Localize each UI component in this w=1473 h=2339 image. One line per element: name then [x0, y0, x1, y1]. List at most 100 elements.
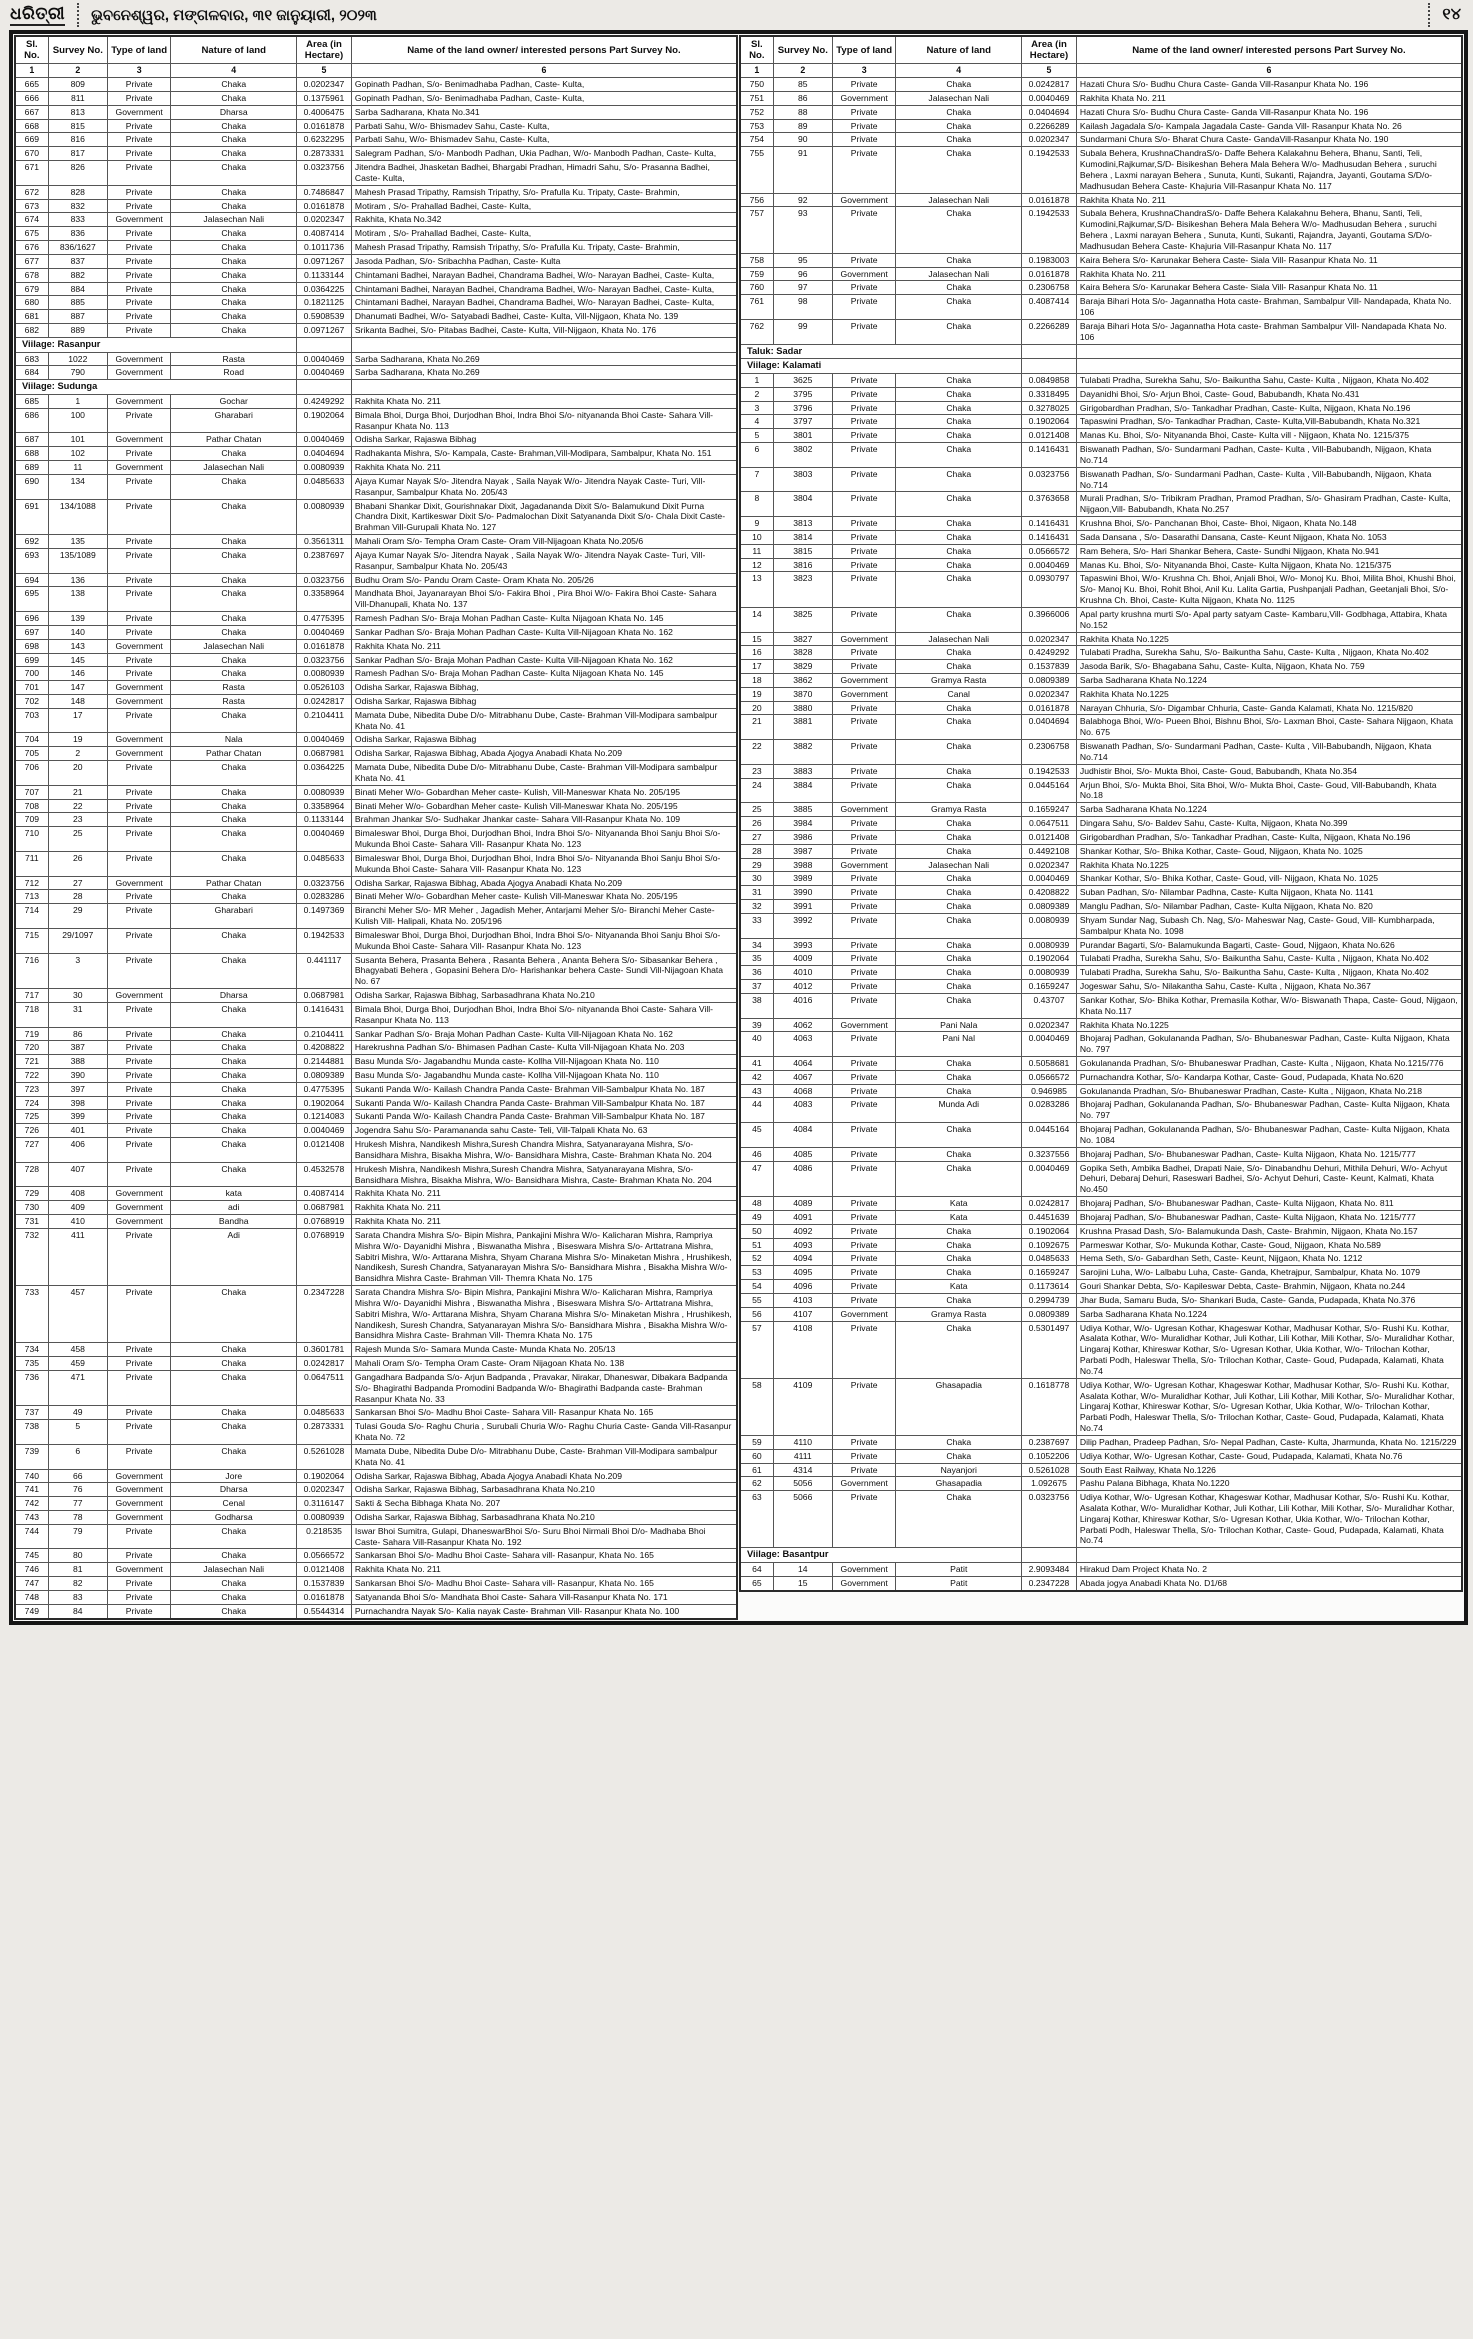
cell-type-of-land: Private: [106, 952, 172, 990]
cell-owner-name: Sankarsan Bhoi S/o- Madhu Bhoi Caste- Sa…: [350, 1576, 738, 1591]
cell-nature-of-land: Chaka: [895, 118, 1023, 134]
cell-area: 0.0566572: [1021, 543, 1077, 559]
cell-type-of-land: Government: [831, 1476, 897, 1492]
cell-area: 0.0809389: [1021, 1306, 1077, 1322]
table-row: 670 817 Private Chaka 0.2873331 Salegram Padh…: [14, 146, 738, 162]
cell-area: 0.1902064: [296, 1095, 352, 1111]
cell-survey-no: 828: [47, 184, 108, 200]
cell-type-of-land: Private: [106, 798, 172, 814]
cell-sl-no: 11: [739, 543, 774, 559]
cell-sl-no: 43: [739, 1083, 774, 1099]
cell-sl-no: 672: [14, 184, 49, 200]
cell-type-of-land: Government: [831, 266, 897, 282]
cell-area: 0.2104411: [296, 707, 352, 734]
cell-sl-no: 671: [14, 160, 49, 186]
cell-nature-of-land: Chaka: [170, 611, 298, 626]
cell-nature-of-land: Chaka: [170, 1285, 298, 1344]
cell-type-of-land: Government: [106, 365, 172, 381]
cell-owner-name: Kaira Behera S/o- Karunakar Behera Caste…: [1075, 280, 1463, 296]
cell-type-of-land: Private: [831, 1320, 897, 1379]
cell-area: 0.3763658: [1021, 491, 1077, 518]
cell-nature-of-land: Dharsa: [170, 104, 298, 120]
cell-owner-name: Hrukesh Mishra, Nandikesh Mishra,Suresh …: [350, 1137, 738, 1163]
cell-area: 0.1902064: [296, 1468, 352, 1484]
cell-survey-no: 81: [47, 1562, 108, 1578]
table-row: 16 3828 Private Chaka 0.4249292 Tulabati Prad…: [739, 645, 1463, 661]
cell-type-of-land: Private: [831, 763, 897, 779]
table-row: 60 4111 Private Chaka 0.1052206 Udiya Kothar,…: [739, 1448, 1463, 1464]
table-row: 700 146 Private Chaka 0.0080939 Ramesh Padhan…: [14, 666, 738, 682]
cell-nature-of-land: Chaka: [895, 1434, 1023, 1450]
cell-nature-of-land: Chaka: [170, 534, 298, 549]
cell-sl-no: 726: [14, 1123, 49, 1139]
cell-owner-name: Mahali Oram S/o- Tempha Oram Caste- Oram…: [350, 1356, 738, 1371]
cell-survey-no: 29/1097: [47, 927, 108, 954]
table-row: 695 138 Private Chaka 0.3358964 Mandhata Bhoi…: [14, 586, 738, 613]
cell-type-of-land: Private: [831, 1292, 897, 1308]
cell-survey-no: 3991: [772, 899, 833, 914]
table-row: 688 102 Private Chaka 0.0404694 Radhakanta Mi…: [14, 446, 738, 462]
cell-sl-no: 50: [739, 1223, 774, 1239]
cell-owner-name: Dingara Sahu, S/o- Baldev Sahu, Caste- K…: [1075, 816, 1463, 831]
cell-nature-of-land: Rasta: [170, 693, 298, 709]
cell-type-of-land: Private: [106, 666, 172, 682]
cell-type-of-land: Private: [106, 903, 172, 929]
cell-sl-no: 670: [14, 146, 49, 162]
cell-type-of-land: Private: [106, 1054, 172, 1069]
cell-nature-of-land: Chaka: [895, 294, 1023, 320]
cell-sl-no: 701: [14, 680, 49, 695]
column-number: 5: [296, 63, 352, 79]
cell-owner-name: Rakhita, Khata No.342: [350, 212, 738, 228]
cell-nature-of-land: Chaka: [895, 659, 1023, 674]
cell-owner-name: Gopinath Padhan, S/o- Benimadhaba Padhan…: [350, 90, 738, 106]
cell-sl-no: 709: [14, 812, 49, 828]
cell-nature-of-land: Chaka: [895, 700, 1023, 716]
table-row: 731 410 Government Bandha 0.0768919 Rakhita K…: [14, 1214, 738, 1229]
cell-type-of-land: Private: [831, 1146, 897, 1162]
cell-area: 0.5261028: [296, 1443, 352, 1470]
cell-nature-of-land: Chaka: [895, 816, 1023, 831]
section-label: Viilage: Rasanpur: [14, 336, 298, 353]
cell-survey-no: 3802: [772, 442, 833, 468]
cell-owner-name: Odisha Sarkar, Rajaswa Bibhag: [350, 432, 738, 448]
table-row: 741 76 Government Dharsa 0.0202347 Odisha Sar…: [14, 1482, 738, 1498]
table-row: 753 89 Private Chaka 0.2266289 Kailash Jagada…: [739, 118, 1463, 134]
cell-type-of-land: Private: [106, 1095, 172, 1111]
cell-area: 2.9093484: [1021, 1562, 1077, 1577]
cell-owner-name: Bhojaraj Padhan, Gokulananda Padhan, S/o…: [1075, 1122, 1463, 1148]
cell-owner-name: Abada jogya Anabadi Khata No. D1/68: [1075, 1575, 1463, 1592]
cell-nature-of-land: Chaka: [895, 104, 1023, 120]
cell-area: 0.4087414: [1021, 294, 1077, 320]
cell-owner-name: Basu Munda S/o- Jagabandhu Munda caste- …: [350, 1054, 738, 1069]
cell-survey-no: 882: [47, 267, 108, 283]
table-row: 751 86 Government Jalasechan Nali 0.0040469 R…: [739, 90, 1463, 106]
cell-survey-no: 4086: [772, 1160, 833, 1198]
cell-sl-no: 40: [739, 1031, 774, 1057]
cell-owner-name: Gangadhara Badpanda S/o- Arjun Badpanda …: [350, 1369, 738, 1407]
cell-nature-of-land: Chaka: [170, 90, 298, 106]
cell-owner-name: Odisha Sarkar, Rajaswa Bibhag,: [350, 680, 738, 695]
cell-sl-no: 666: [14, 90, 49, 106]
cell-nature-of-land: Patit: [895, 1562, 1023, 1577]
cell-nature-of-land: Chaka: [895, 466, 1023, 493]
cell-type-of-land: Private: [106, 812, 172, 828]
col-survey-no: Survey No.: [772, 35, 833, 65]
cell-owner-name: Purandar Bagarti, S/o- Balamukunda Bagar…: [1075, 937, 1463, 953]
cell-owner-name: Rakhita Khata No. 211: [350, 1186, 738, 1202]
cell-area: 0.441117: [296, 952, 352, 990]
table-row: 705 2 Government Pathar Chatan 0.0687981 Odis…: [14, 746, 738, 762]
cell-area: 0.2266289: [1021, 318, 1077, 345]
column-number: 3: [106, 63, 172, 79]
cell-sl-no: 23: [739, 763, 774, 779]
cell-owner-name: Mamata Dube, Nibedita Dube D/o- Mitrabha…: [350, 707, 738, 734]
cell-area: 0.1173614: [1021, 1279, 1077, 1294]
cell-sl-no: 9: [739, 516, 774, 531]
cell-type-of-land: Private: [106, 1548, 172, 1564]
cell-area: 0.4775395: [296, 611, 352, 626]
cell-nature-of-land: Chaka: [170, 295, 298, 311]
cell-type-of-land: Private: [106, 281, 172, 297]
cell-survey-no: 397: [47, 1081, 108, 1097]
cell-area: 0.0242817: [1021, 77, 1077, 92]
cell-survey-no: 134/1088: [47, 498, 108, 536]
cell-type-of-land: Government: [831, 672, 897, 688]
